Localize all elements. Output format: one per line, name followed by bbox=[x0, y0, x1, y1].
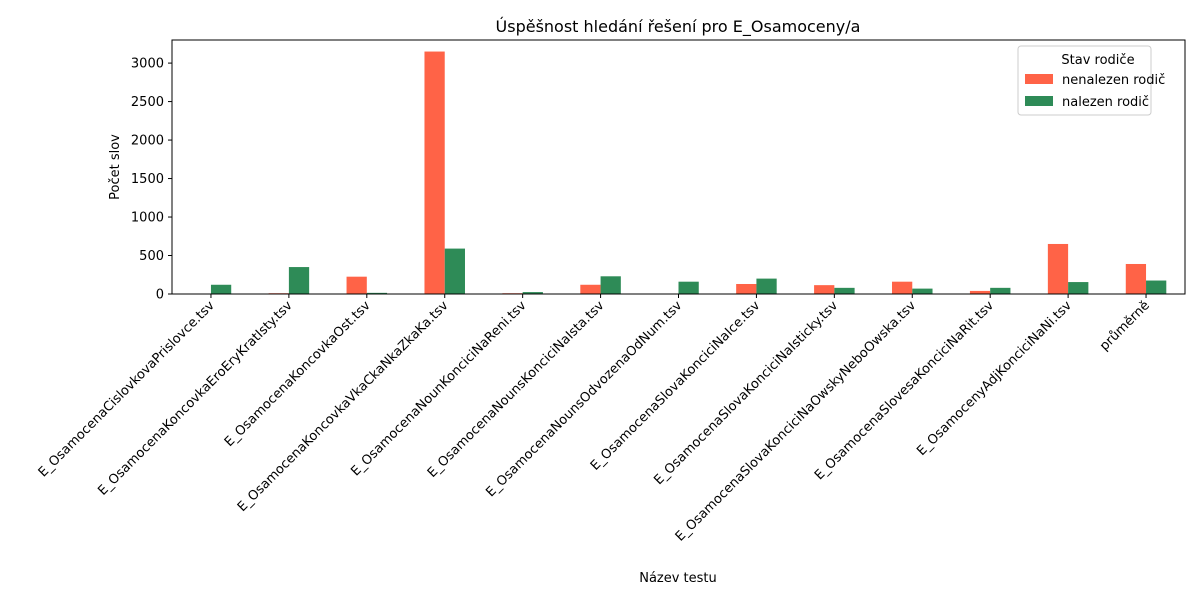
bar-nalezen-5 bbox=[600, 276, 621, 294]
bar-nenalezen-2 bbox=[346, 276, 367, 294]
y-tick-label-1: 500 bbox=[139, 249, 164, 264]
bar-nenalezen-3 bbox=[424, 51, 445, 294]
bar-nenalezen-5 bbox=[580, 284, 601, 294]
y-tick-label-3: 1500 bbox=[131, 172, 164, 187]
y-tick-label-5: 2500 bbox=[131, 95, 164, 110]
bar-nalezen-1 bbox=[288, 267, 310, 294]
bar-nalezen-10 bbox=[990, 287, 1011, 294]
bar-nalezen-12 bbox=[1146, 280, 1167, 294]
legend-label-1: nalezen rodič bbox=[1062, 95, 1149, 110]
bar-nalezen-0 bbox=[210, 284, 232, 294]
legend: Stav rodiče nenalezen rodič nalezen rodič bbox=[1017, 45, 1165, 116]
x-axis-title: Název testu bbox=[639, 571, 717, 586]
bar-nalezen-3 bbox=[444, 248, 465, 294]
y-axis-title: Počet slov bbox=[108, 134, 123, 200]
y-tick-label-2: 1000 bbox=[131, 211, 164, 226]
legend-swatch-0 bbox=[1025, 74, 1053, 84]
bar-nalezen-4 bbox=[522, 292, 543, 294]
y-tick-label-0: 0 bbox=[156, 288, 164, 303]
legend-swatch-1 bbox=[1025, 96, 1053, 106]
chart-title: Úspěšnost hledání řešení pro E_Osamoceny… bbox=[496, 17, 861, 37]
bar-nenalezen-12 bbox=[1125, 263, 1147, 294]
bar-nalezen-2 bbox=[366, 292, 388, 294]
bar-nalezen-11 bbox=[1068, 282, 1089, 294]
legend-title: Stav rodiče bbox=[1061, 53, 1134, 68]
bar-nalezen-8 bbox=[834, 287, 855, 294]
y-tick-label-4: 2000 bbox=[131, 134, 164, 149]
legend-label-0: nenalezen rodič bbox=[1062, 73, 1165, 88]
bar-nalezen-9 bbox=[912, 288, 933, 294]
bar-nalezen-6 bbox=[678, 281, 699, 294]
bar-nenalezen-9 bbox=[892, 281, 913, 294]
bar-nenalezen-8 bbox=[814, 285, 835, 294]
y-tick-label-6: 3000 bbox=[131, 57, 164, 72]
bar-nalezen-7 bbox=[756, 278, 777, 294]
bar-nenalezen-7 bbox=[736, 283, 757, 294]
bar-nenalezen-10 bbox=[969, 290, 991, 294]
bar-nenalezen-11 bbox=[1047, 243, 1069, 294]
